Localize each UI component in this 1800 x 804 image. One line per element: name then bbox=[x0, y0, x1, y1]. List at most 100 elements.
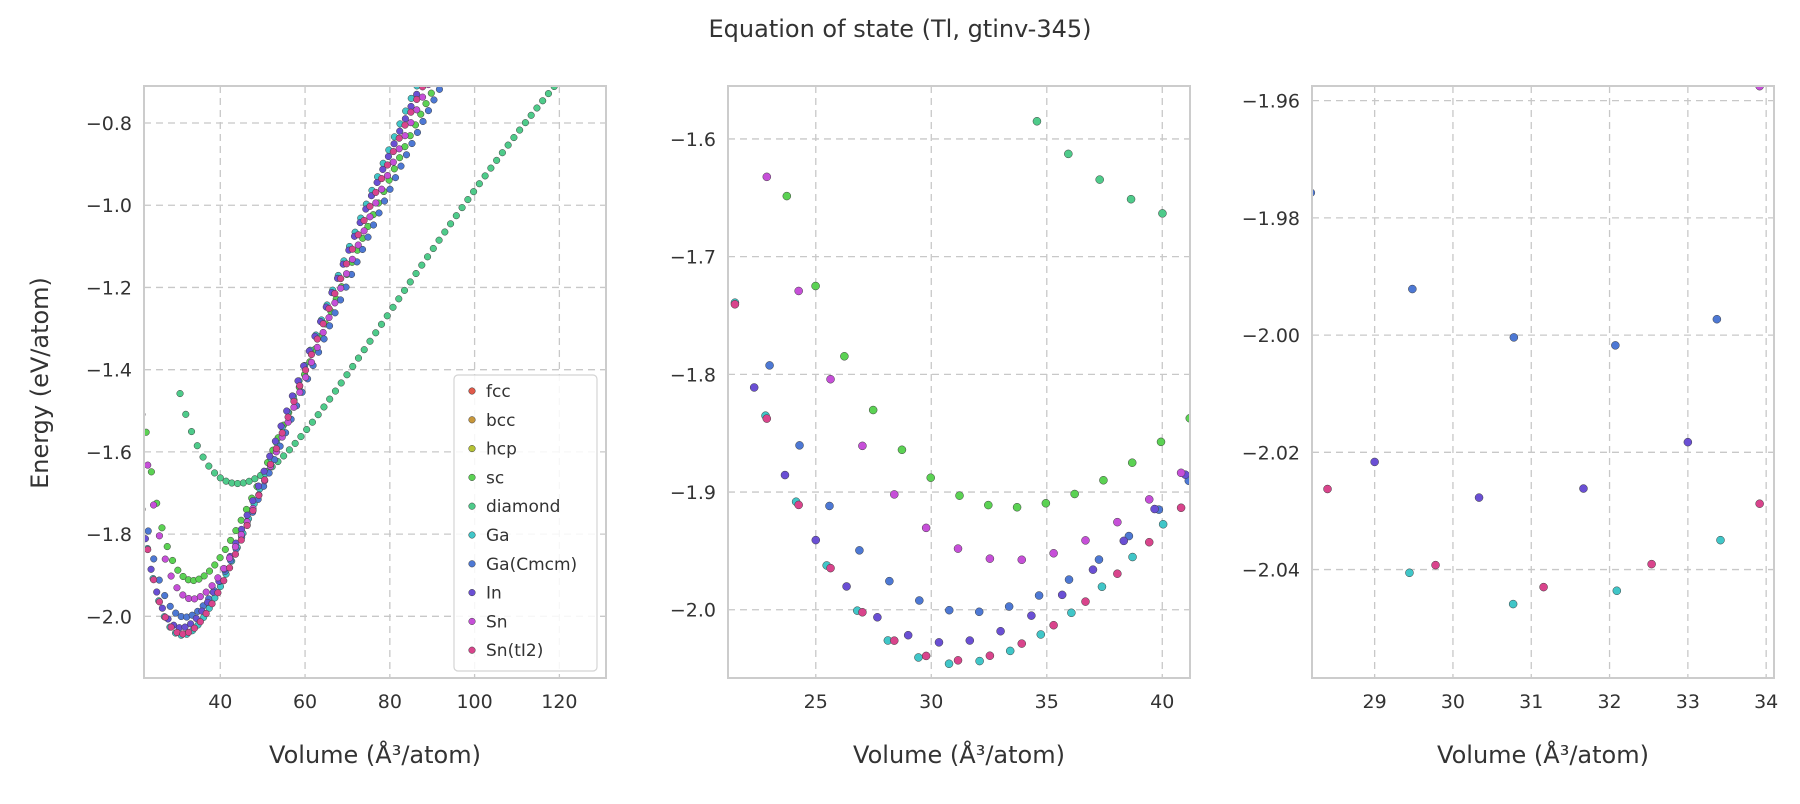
data-point-Sn bbox=[858, 441, 867, 451]
y-tick-label: −1.8 bbox=[86, 524, 132, 546]
data-point-Sn(tI2) bbox=[266, 460, 275, 468]
data-point-diamond bbox=[303, 425, 311, 434]
data-point-sc bbox=[216, 554, 224, 562]
data-point-Sn(tI2) bbox=[372, 188, 380, 196]
data-point-Sn bbox=[150, 501, 158, 509]
data-point-Ga(Cmcm) bbox=[161, 592, 169, 600]
data-point-diamond bbox=[498, 149, 506, 157]
y-tick-label: −1.96 bbox=[1242, 91, 1300, 113]
data-point-Ga bbox=[914, 653, 923, 662]
data-point-Ga(Cmcm) bbox=[364, 233, 372, 241]
legend-label: bcc bbox=[486, 411, 515, 431]
data-point-Sn bbox=[325, 314, 333, 322]
data-point-diamond bbox=[251, 475, 259, 483]
data-point-diamond bbox=[377, 320, 386, 328]
data-point-diamond bbox=[216, 474, 224, 482]
y-tick-label: −1.6 bbox=[86, 442, 132, 464]
data-point-sc bbox=[221, 545, 229, 554]
figure-title: Equation of state (Tl, gtinv-345) bbox=[709, 15, 1092, 43]
legend-marker bbox=[468, 646, 476, 654]
data-point-In bbox=[379, 165, 387, 173]
data-point-diamond bbox=[211, 469, 219, 477]
data-point-Ga(Cmcm) bbox=[1004, 602, 1014, 611]
data-point-In bbox=[254, 482, 262, 490]
data-point-diamond bbox=[424, 253, 432, 261]
data-point-diamond bbox=[182, 410, 190, 418]
data-point-Sn(tI2) bbox=[284, 413, 292, 421]
x-axis-label: Volume (Å³/atom) bbox=[1437, 740, 1649, 769]
data-point-In bbox=[260, 467, 268, 475]
data-point-Sn bbox=[366, 213, 374, 221]
data-point-Ga(Cmcm) bbox=[386, 185, 394, 193]
legend-marker bbox=[468, 589, 476, 597]
data-point-Ga bbox=[1508, 599, 1518, 609]
data-point-Sn(tI2) bbox=[1176, 503, 1186, 513]
legend-box bbox=[453, 374, 598, 672]
data-point-In bbox=[419, 79, 426, 86]
data-point-sc bbox=[1099, 476, 1108, 485]
data-point-sc bbox=[840, 352, 849, 361]
data-point-sc bbox=[242, 505, 251, 513]
data-point-Sn(tI2) bbox=[1323, 484, 1332, 494]
data-point-diamond bbox=[447, 220, 455, 228]
data-point-Ga(Cmcm) bbox=[413, 128, 422, 136]
x-tick-label: 32 bbox=[1597, 691, 1621, 713]
data-point-Sn(tI2) bbox=[255, 491, 263, 499]
data-point-sc bbox=[1127, 458, 1137, 467]
data-point-Ga(Cmcm) bbox=[408, 139, 416, 148]
data-point-Sn(tI2) bbox=[220, 577, 228, 585]
data-point-Sn(tI2) bbox=[1113, 569, 1122, 578]
data-point-diamond bbox=[406, 278, 414, 286]
data-point-Ga(Cmcm) bbox=[424, 107, 433, 115]
data-point-diamond bbox=[544, 90, 552, 98]
data-point-In bbox=[934, 638, 944, 647]
data-point-sc bbox=[200, 572, 208, 580]
data-point-Sn(tI2) bbox=[307, 351, 316, 359]
data-point-sc bbox=[147, 468, 155, 476]
data-point-diamond bbox=[372, 329, 380, 337]
legend-label: In bbox=[486, 584, 502, 604]
data-point-Sn bbox=[214, 574, 222, 582]
data-point-diamond bbox=[1095, 175, 1104, 184]
legend-label: diamond bbox=[486, 497, 560, 517]
data-point-Ga bbox=[1036, 630, 1046, 639]
data-point-Sn bbox=[407, 119, 415, 127]
data-point-sc bbox=[179, 572, 187, 581]
data-point-sc bbox=[237, 516, 245, 524]
data-point-Sn bbox=[173, 584, 181, 592]
data-point-Sn(tI2) bbox=[343, 260, 351, 268]
y-tick-label: −1.7 bbox=[670, 247, 716, 269]
data-point-diamond bbox=[1032, 117, 1042, 126]
data-point-Sn bbox=[1081, 536, 1090, 545]
data-point-Sn bbox=[401, 132, 409, 140]
points bbox=[730, 86, 1190, 668]
data-point-In bbox=[780, 470, 790, 480]
data-point-Ga(Cmcm) bbox=[1712, 314, 1722, 324]
data-point-Sn bbox=[360, 227, 368, 235]
data-point-Sn bbox=[348, 255, 356, 263]
data-point-diamond bbox=[280, 452, 288, 460]
data-point-In bbox=[1683, 437, 1693, 447]
points bbox=[144, 79, 558, 639]
data-point-Sn bbox=[231, 543, 239, 551]
data-point-Sn bbox=[985, 554, 995, 563]
data-point-Sn bbox=[307, 358, 316, 366]
data-point-Sn(tI2) bbox=[395, 134, 403, 142]
data-point-Sn bbox=[167, 572, 175, 580]
data-point-Sn(tI2) bbox=[144, 546, 152, 554]
data-point-In bbox=[1057, 590, 1067, 600]
data-point-Ga bbox=[1612, 586, 1622, 596]
data-point-diamond bbox=[349, 362, 357, 371]
data-point-Sn bbox=[921, 523, 931, 533]
data-point-Sn bbox=[313, 343, 321, 351]
data-point-Ga(Cmcm) bbox=[397, 162, 405, 170]
data-point-Sn(tI2) bbox=[278, 429, 286, 437]
data-point-Ga bbox=[1005, 646, 1015, 656]
x-axis-label: Volume (Å³/atom) bbox=[269, 740, 481, 769]
data-point-Sn bbox=[208, 582, 216, 590]
data-point-Ga(Cmcm) bbox=[331, 309, 339, 317]
panel-3: 29 30 31 32 33 34 −2.04 −2.02 −2.00 −1.98 −1.96 Vol… bbox=[1242, 85, 1778, 769]
axes-frame bbox=[143, 85, 607, 679]
data-point-Sn bbox=[343, 270, 351, 278]
